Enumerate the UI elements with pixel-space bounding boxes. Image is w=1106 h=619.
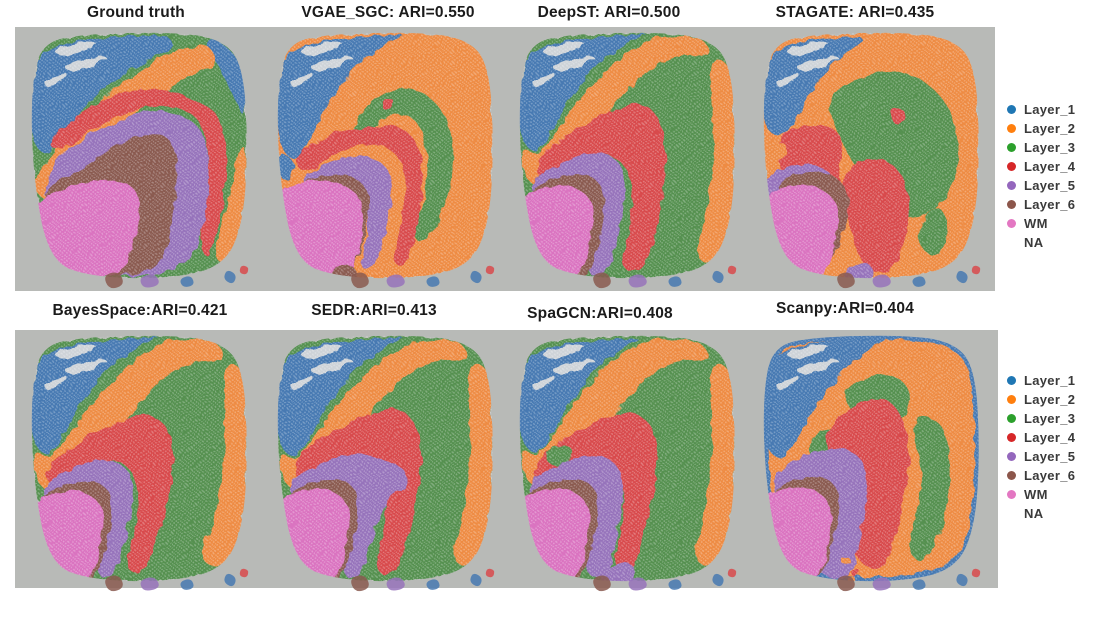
legend-label: WM — [1024, 487, 1048, 502]
legend-color-dot — [1007, 395, 1016, 404]
panel-title-ground-truth: Ground truth — [87, 4, 185, 21]
panel-title-stagate: STAGATE: ARI=0.435 — [775, 4, 935, 21]
legend-row2: Layer_1 Layer_2 Layer_3 Layer_4 Layer_5 Layer… — [1007, 371, 1075, 523]
legend-item-layer_5: Layer_5 — [1007, 176, 1075, 195]
legend-color-dot — [1007, 471, 1016, 480]
legend-item-layer_1: Layer_1 — [1007, 371, 1075, 390]
panel-title-scanpy: Scanpy:ARI=0.404 — [775, 300, 915, 317]
legend-label: Layer_5 — [1024, 449, 1076, 464]
tissue-map-svg — [763, 335, 981, 592]
panel-title-sedr: SEDR:ARI=0.413 — [311, 302, 437, 319]
legend-item-layer_1: Layer_1 — [1007, 100, 1075, 119]
legend-color-dot — [1007, 452, 1016, 461]
legend-item-na: NA — [1007, 233, 1075, 252]
panel-vgae-sgc — [265, 29, 501, 294]
tissue-map-svg — [277, 32, 495, 289]
legend-color-dot — [1007, 143, 1016, 152]
legend-color-dot — [1007, 162, 1016, 171]
legend-item-layer_2: Layer_2 — [1007, 390, 1075, 409]
legend-item-layer_6: Layer_6 — [1007, 195, 1075, 214]
legend-color-dot — [1007, 219, 1016, 228]
legend-color-dot — [1007, 376, 1016, 385]
panel-title-vgae-sgc: VGAE_SGC: ARI=0.550 — [301, 4, 475, 21]
legend-item-na: NA — [1007, 504, 1075, 523]
legend-label: Layer_5 — [1024, 178, 1076, 193]
legend-item-layer_2: Layer_2 — [1007, 119, 1075, 138]
panel-stagate — [751, 29, 987, 294]
tissue-map-svg — [277, 335, 495, 592]
legend-label: Layer_2 — [1024, 121, 1076, 136]
panel-title-spagcn: SpaGCN:ARI=0.408 — [527, 305, 673, 322]
legend-color-dot — [1007, 433, 1016, 442]
legend-label: Layer_4 — [1024, 430, 1076, 445]
legend-label: Layer_1 — [1024, 373, 1076, 388]
legend-item-layer_3: Layer_3 — [1007, 138, 1075, 157]
panel-title-bayesspace: BayesSpace:ARI=0.421 — [52, 302, 228, 319]
legend-color-dot — [1007, 509, 1016, 518]
panel-sedr — [265, 332, 501, 597]
legend-label: Layer_6 — [1024, 197, 1076, 212]
legend-item-wm: WM — [1007, 214, 1075, 233]
legend-label: Layer_6 — [1024, 468, 1076, 483]
panel-deepst — [507, 29, 743, 294]
panel-ground-truth — [19, 29, 255, 294]
tissue-map-svg — [31, 32, 249, 289]
panel-title-deepst: DeepST: ARI=0.500 — [537, 4, 681, 21]
legend-label: Layer_2 — [1024, 392, 1076, 407]
tissue-strip-row2 — [15, 330, 998, 592]
legend-color-dot — [1007, 200, 1016, 209]
legend-item-layer_6: Layer_6 — [1007, 466, 1075, 485]
legend-color-dot — [1007, 105, 1016, 114]
legend-color-dot — [1007, 238, 1016, 247]
legend-color-dot — [1007, 124, 1016, 133]
legend-label: Layer_3 — [1024, 140, 1076, 155]
tissue-map-svg — [519, 32, 737, 289]
tissue-map-svg — [519, 335, 737, 592]
legend-label: WM — [1024, 216, 1048, 231]
legend-label: Layer_4 — [1024, 159, 1076, 174]
legend-item-layer_4: Layer_4 — [1007, 428, 1075, 447]
legend-label: NA — [1024, 506, 1044, 521]
legend-label: Layer_3 — [1024, 411, 1076, 426]
legend-item-layer_4: Layer_4 — [1007, 157, 1075, 176]
legend-row1: Layer_1 Layer_2 Layer_3 Layer_4 Layer_5 Layer… — [1007, 100, 1075, 252]
legend-label: Layer_1 — [1024, 102, 1076, 117]
tissue-map-svg — [763, 32, 981, 289]
legend-item-layer_5: Layer_5 — [1007, 447, 1075, 466]
tissue-map-svg — [31, 335, 249, 592]
tissue-strip-row1 — [15, 27, 995, 291]
panel-spagcn — [507, 332, 743, 597]
legend-item-layer_3: Layer_3 — [1007, 409, 1075, 428]
legend-color-dot — [1007, 490, 1016, 499]
legend-color-dot — [1007, 181, 1016, 190]
panel-bayesspace — [19, 332, 255, 597]
panel-scanpy — [751, 332, 987, 597]
legend-item-wm: WM — [1007, 485, 1075, 504]
legend-label: NA — [1024, 235, 1044, 250]
legend-color-dot — [1007, 414, 1016, 423]
